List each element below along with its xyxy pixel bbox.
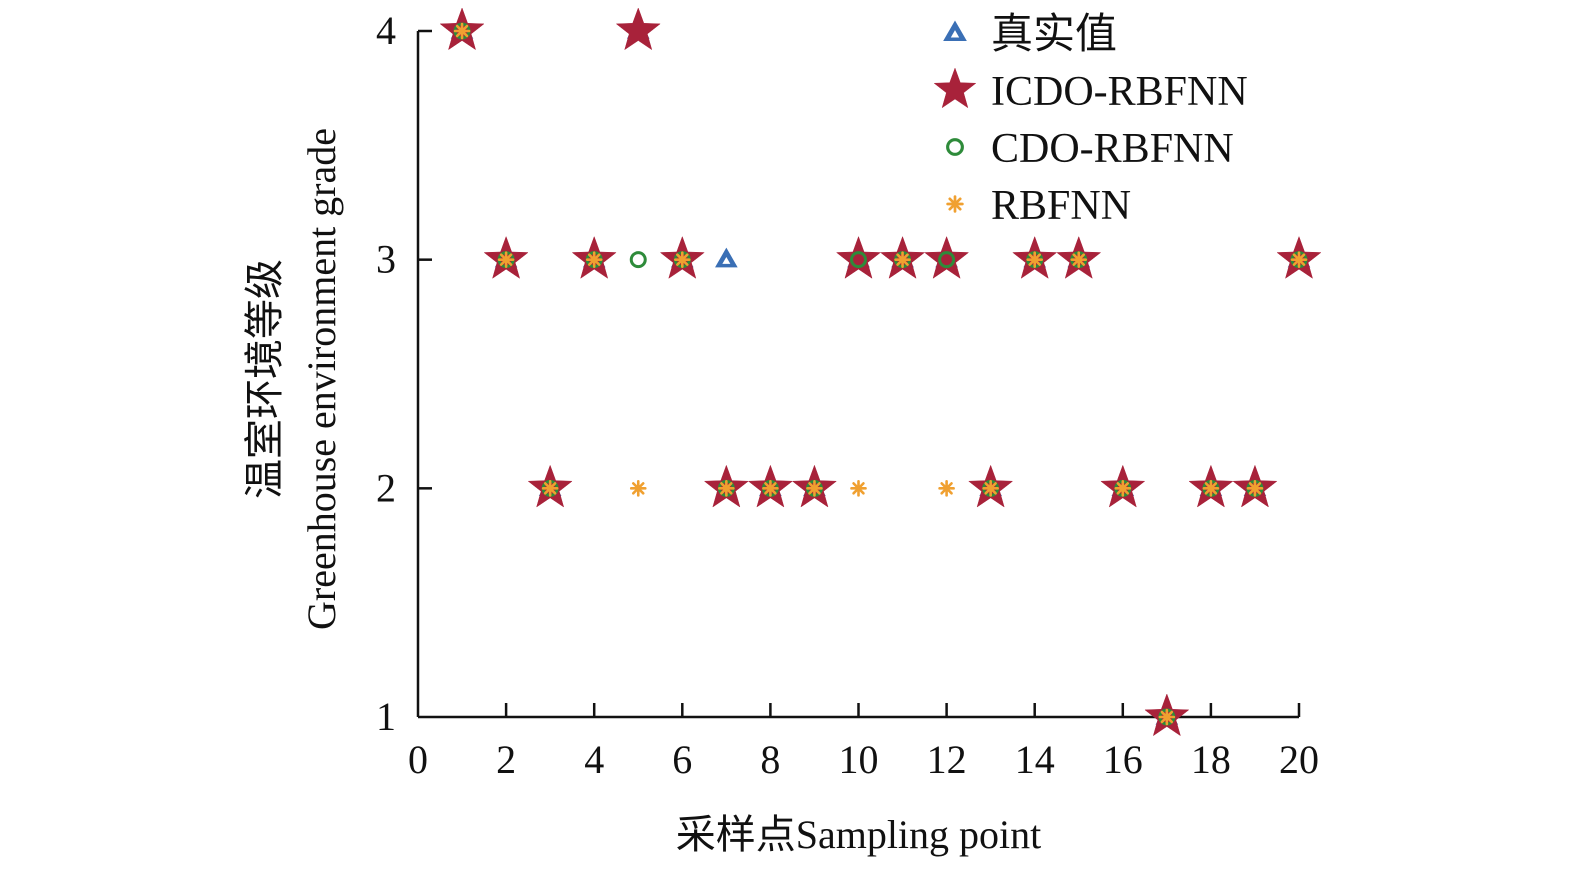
data-point-asterisk bbox=[1202, 480, 1220, 497]
y-tick-label: 3 bbox=[376, 237, 396, 282]
data-point-asterisk bbox=[453, 22, 471, 40]
legend-item: 真实值 bbox=[943, 11, 1117, 58]
data-point-asterisk-center bbox=[1075, 256, 1082, 263]
data-point-asterisk-center bbox=[811, 485, 818, 492]
legend-marker-asterisk-center bbox=[951, 200, 959, 208]
legend-label: RBFNN bbox=[991, 183, 1131, 229]
data-point-asterisk bbox=[762, 480, 779, 497]
data-point-asterisk bbox=[938, 480, 955, 497]
legend-marker-star bbox=[933, 67, 977, 109]
data-point-asterisk bbox=[1026, 251, 1043, 268]
legend-item: CDO-RBFNN bbox=[946, 126, 1234, 172]
data-point-triangle-hole bbox=[722, 256, 731, 264]
data-point-asterisk bbox=[894, 251, 911, 268]
data-point-asterisk bbox=[850, 480, 867, 497]
data-point-circle bbox=[850, 251, 867, 269]
legend-marker-star-shape bbox=[933, 67, 977, 109]
data-point-asterisk-center bbox=[591, 256, 598, 263]
data-point-asterisk bbox=[585, 251, 603, 268]
data-point-asterisk-center bbox=[987, 485, 994, 492]
x-tick-label: 8 bbox=[760, 737, 780, 782]
legend-item: RBFNN bbox=[946, 183, 1131, 229]
x-tick-label: 18 bbox=[1191, 737, 1231, 782]
x-tick-label: 12 bbox=[927, 737, 967, 782]
data-point-asterisk bbox=[982, 480, 999, 497]
y-axis-title-english: Greenhouse environment grade bbox=[299, 128, 344, 630]
x-tick-label: 16 bbox=[1103, 737, 1143, 782]
legend-item: ICDO-RBFNN bbox=[933, 67, 1248, 115]
data-point-asterisk-center bbox=[1163, 713, 1171, 721]
data-marks bbox=[439, 7, 1322, 737]
data-point-star bbox=[615, 7, 661, 51]
data-point-circle-shape bbox=[938, 251, 956, 269]
data-point-asterisk-center bbox=[458, 27, 466, 35]
data-point-star bbox=[835, 235, 882, 279]
data-point-asterisk-center bbox=[855, 485, 862, 492]
y-axis-title-chinese: 温室环境等级 bbox=[242, 259, 287, 499]
x-tick-label: 10 bbox=[839, 737, 879, 782]
legend-label: 真实值 bbox=[991, 11, 1117, 58]
data-point-asterisk bbox=[629, 480, 647, 497]
x-axis-title: 采样点Sampling point bbox=[676, 812, 1042, 857]
legend-label: ICDO-RBFNN bbox=[991, 69, 1248, 115]
data-point-asterisk-center bbox=[723, 485, 730, 492]
x-tick-label: 14 bbox=[1015, 737, 1055, 782]
data-point-asterisk bbox=[673, 251, 691, 268]
data-point-circle bbox=[938, 251, 956, 269]
data-point-circle bbox=[629, 251, 647, 269]
legend-marker-circle bbox=[946, 138, 964, 156]
data-point-asterisk bbox=[1290, 251, 1308, 268]
data-point-asterisk bbox=[718, 480, 735, 497]
legend-marker-circle-shape bbox=[946, 138, 964, 156]
data-point-asterisk-center bbox=[1031, 256, 1038, 263]
data-point-asterisk bbox=[1070, 251, 1088, 268]
data-point-triangle bbox=[715, 247, 738, 268]
data-point-asterisk-center bbox=[1119, 485, 1127, 492]
legend-marker-triangle-hole bbox=[950, 30, 960, 38]
data-point-star-shape bbox=[615, 7, 661, 51]
data-point-asterisk bbox=[497, 251, 515, 268]
data-point-asterisk-center bbox=[767, 485, 774, 492]
x-tick-label: 2 bbox=[496, 737, 516, 782]
data-point-asterisk-center bbox=[899, 256, 906, 263]
y-tick-label: 4 bbox=[376, 8, 396, 53]
y-tick-label: 2 bbox=[376, 465, 396, 510]
data-point-asterisk-center bbox=[1295, 256, 1303, 263]
data-point-asterisk-center bbox=[502, 256, 510, 263]
data-point-asterisk bbox=[806, 480, 823, 497]
data-point-asterisk-center bbox=[679, 256, 686, 263]
data-point-asterisk bbox=[1158, 708, 1176, 726]
data-point-asterisk-center bbox=[1251, 485, 1259, 492]
legend: 真实值 ICDO-RBFNN CDO-RBFNN RBFNN bbox=[933, 11, 1248, 229]
data-point-asterisk bbox=[1246, 480, 1264, 497]
data-point-asterisk-center bbox=[635, 485, 642, 492]
data-point-star-shape bbox=[835, 235, 882, 279]
data-point-asterisk-center bbox=[546, 485, 554, 492]
data-point-circle-shape bbox=[850, 251, 867, 269]
x-tick-label: 6 bbox=[672, 737, 692, 782]
data-point-asterisk bbox=[1114, 480, 1132, 497]
legend-label: CDO-RBFNN bbox=[991, 126, 1234, 172]
y-tick-label: 1 bbox=[376, 694, 396, 739]
legend-marker-triangle bbox=[943, 20, 967, 42]
data-point-asterisk bbox=[541, 480, 559, 497]
data-point-asterisk-center bbox=[1207, 485, 1215, 492]
data-point-asterisk-center bbox=[943, 485, 950, 492]
x-tick-label: 0 bbox=[408, 737, 428, 782]
legend-marker-asterisk bbox=[946, 195, 964, 213]
x-tick-label: 20 bbox=[1279, 737, 1319, 782]
data-point-circle-shape bbox=[629, 251, 647, 269]
data-point-star bbox=[924, 235, 970, 279]
x-tick-label: 4 bbox=[584, 737, 604, 782]
data-point-star-shape bbox=[924, 235, 970, 279]
